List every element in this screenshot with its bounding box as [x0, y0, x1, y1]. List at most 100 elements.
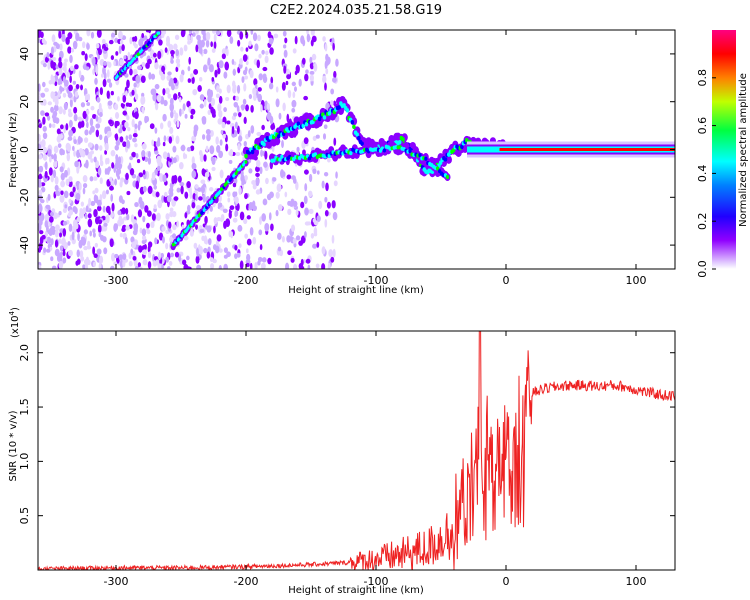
noise-speckle: [204, 215, 208, 225]
noise-speckle: [106, 61, 110, 66]
noise-speckle: [100, 73, 104, 78]
noise-speckle: [77, 121, 83, 129]
noise-speckle: [108, 39, 114, 45]
noise-speckle: [46, 236, 52, 244]
noise-speckle: [163, 194, 169, 204]
noise-speckle: [259, 244, 263, 251]
noise-speckle: [38, 136, 41, 142]
noise-speckle: [252, 205, 257, 212]
noise-speckle: [108, 82, 113, 88]
main-track-core: [317, 116, 322, 122]
noise-speckle: [304, 231, 307, 239]
noise-speckle: [335, 171, 338, 179]
noise-speckle: [271, 145, 275, 152]
noise-speckle: [72, 80, 77, 85]
noise-speckle: [217, 103, 222, 112]
noise-speckle: [213, 41, 217, 49]
noise-speckle: [207, 246, 211, 254]
noise-speckle: [119, 233, 123, 238]
noise-speckle: [221, 53, 226, 60]
noise-speckle: [180, 30, 186, 38]
noise-speckle: [134, 93, 139, 101]
noise-speckle: [131, 151, 136, 158]
noise-speckle: [75, 260, 79, 266]
noise-speckle: [313, 62, 318, 72]
noise-speckle: [73, 138, 77, 145]
noise-speckle: [152, 253, 156, 263]
noise-speckle: [222, 208, 228, 213]
noise-speckle: [179, 73, 184, 83]
noise-speckle: [64, 204, 68, 209]
noise-speckle: [165, 213, 170, 221]
noise-speckle: [117, 156, 122, 165]
noise-speckle: [55, 224, 60, 231]
noise-speckle: [83, 246, 88, 251]
noise-speckle: [99, 134, 103, 141]
noise-speckle: [122, 95, 127, 103]
noise-speckle: [238, 243, 242, 248]
noise-speckle: [138, 172, 144, 178]
x-tick-label: 0: [503, 274, 510, 287]
noise-speckle: [83, 63, 87, 70]
noise-speckle: [269, 47, 274, 55]
noise-speckle: [280, 169, 285, 179]
noise-speckle: [237, 224, 243, 232]
noise-speckle: [208, 187, 214, 192]
noise-speckle: [236, 84, 241, 94]
noise-speckle: [312, 243, 318, 249]
secondary-track-core: [424, 156, 428, 161]
noise-speckle: [78, 70, 82, 79]
noise-speckle: [262, 73, 267, 79]
main-track-core: [360, 141, 364, 146]
noise-speckle: [240, 169, 244, 178]
noise-speckle: [210, 106, 214, 114]
noise-speckle: [169, 102, 175, 112]
noise-speckle: [225, 143, 229, 152]
noise-speckle: [59, 43, 63, 51]
noise-speckle: [83, 229, 88, 235]
noise-speckle: [87, 240, 91, 248]
snr-ylabel: SNR (10 * v/v): [8, 410, 19, 481]
noise-speckle: [326, 157, 331, 163]
noise-speckle: [309, 74, 314, 82]
noise-speckle: [281, 236, 285, 243]
noise-speckle: [216, 217, 222, 222]
noise-speckle: [58, 61, 63, 69]
noise-speckle: [90, 31, 95, 39]
noise-speckle: [153, 184, 157, 190]
noise-speckle: [165, 256, 170, 263]
noise-speckle: [95, 43, 100, 49]
noise-speckle: [38, 154, 43, 160]
noise-speckle: [305, 258, 311, 264]
noise-speckle: [98, 255, 104, 265]
noise-speckle: [40, 110, 45, 116]
noise-speckle: [223, 263, 228, 269]
noise-speckle: [84, 213, 88, 220]
noise-speckle: [82, 187, 86, 195]
noise-speckle: [38, 189, 43, 196]
noise-speckle: [261, 213, 267, 222]
noise-speckle: [211, 48, 216, 53]
noise-speckle: [304, 183, 308, 192]
noise-speckle: [87, 142, 93, 148]
noise-speckle: [138, 266, 143, 269]
y-tick-label: 0: [18, 146, 31, 153]
noise-speckle: [183, 44, 188, 52]
noise-speckle: [308, 173, 313, 183]
noise-speckle: [238, 186, 242, 196]
noise-speckle: [301, 266, 305, 269]
noise-speckle: [92, 246, 96, 255]
noise-speckle: [162, 88, 166, 96]
noise-speckle: [332, 42, 335, 51]
noise-speckle: [249, 69, 254, 79]
noise-speckle: [311, 35, 317, 43]
noise-speckle: [138, 38, 144, 47]
noise-speckle: [199, 46, 203, 55]
noise-speckle: [252, 183, 257, 190]
noise-speckle: [199, 94, 205, 101]
noise-speckle: [199, 77, 203, 82]
noise-speckle: [86, 121, 89, 129]
noise-speckle: [82, 264, 86, 269]
noise-speckle: [236, 252, 241, 258]
noise-speckle: [76, 216, 81, 223]
